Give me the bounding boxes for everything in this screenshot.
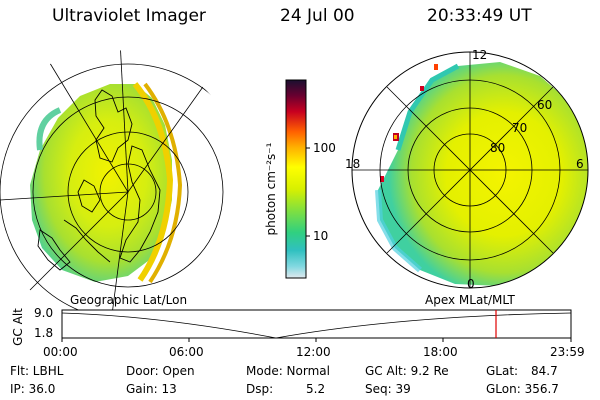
altitude-xtick-4: 23:59 xyxy=(550,345,585,359)
altitude-xtick-2: 12:00 xyxy=(296,345,331,359)
apex-title: Apex MLat/MLT xyxy=(425,293,515,307)
instrument-title: Ultraviolet Imager xyxy=(52,6,206,26)
colorbar-tick-100: 100 xyxy=(313,141,336,155)
altitude-xtick-3: 18:00 xyxy=(423,345,458,359)
glat-label: GLat: xyxy=(486,364,519,378)
observation-date: 24 Jul 00 xyxy=(280,6,355,26)
mlt-label-6: 6 xyxy=(576,157,584,171)
colorbar-tick-10: 10 xyxy=(313,229,329,243)
mlt-label-12: 12 xyxy=(472,48,488,62)
dsp-value: 5.2 xyxy=(306,382,326,396)
gc-alt-status: GC Alt: 9.2 Re xyxy=(365,364,449,378)
mlt-label-0: 0 xyxy=(467,277,475,291)
altitude-ytick-1-8: 1.8 xyxy=(34,326,54,340)
lat-label-60: 60 xyxy=(537,98,553,112)
ip-status: IP: 36.0 xyxy=(10,382,56,396)
dsp-label: Dsp: xyxy=(246,382,274,396)
altitude-xtick-0: 00:00 xyxy=(43,345,78,359)
filter-status: Flt: LBHL xyxy=(10,364,64,378)
altitude-xtick-1: 06:00 xyxy=(169,345,204,359)
lat-label-70: 70 xyxy=(512,121,528,135)
mlt-label-18: 18 xyxy=(345,157,361,171)
mode-status: Mode: Normal xyxy=(246,364,330,378)
lat-label-80: 80 xyxy=(490,141,506,155)
door-status: Door: Open xyxy=(126,364,195,378)
altitude-ytick-9: 9.0 xyxy=(34,306,54,320)
glon-status: GLon: 356.7 xyxy=(486,382,559,396)
seq-status: Seq: 39 xyxy=(365,382,411,396)
glat-value: 84.7 xyxy=(531,364,558,378)
colorbar xyxy=(285,79,310,279)
geographic-title: Geographic Lat/Lon xyxy=(70,293,188,307)
observation-time: 20:33:49 UT xyxy=(427,6,532,26)
gain-status: Gain: 13 xyxy=(126,382,177,396)
